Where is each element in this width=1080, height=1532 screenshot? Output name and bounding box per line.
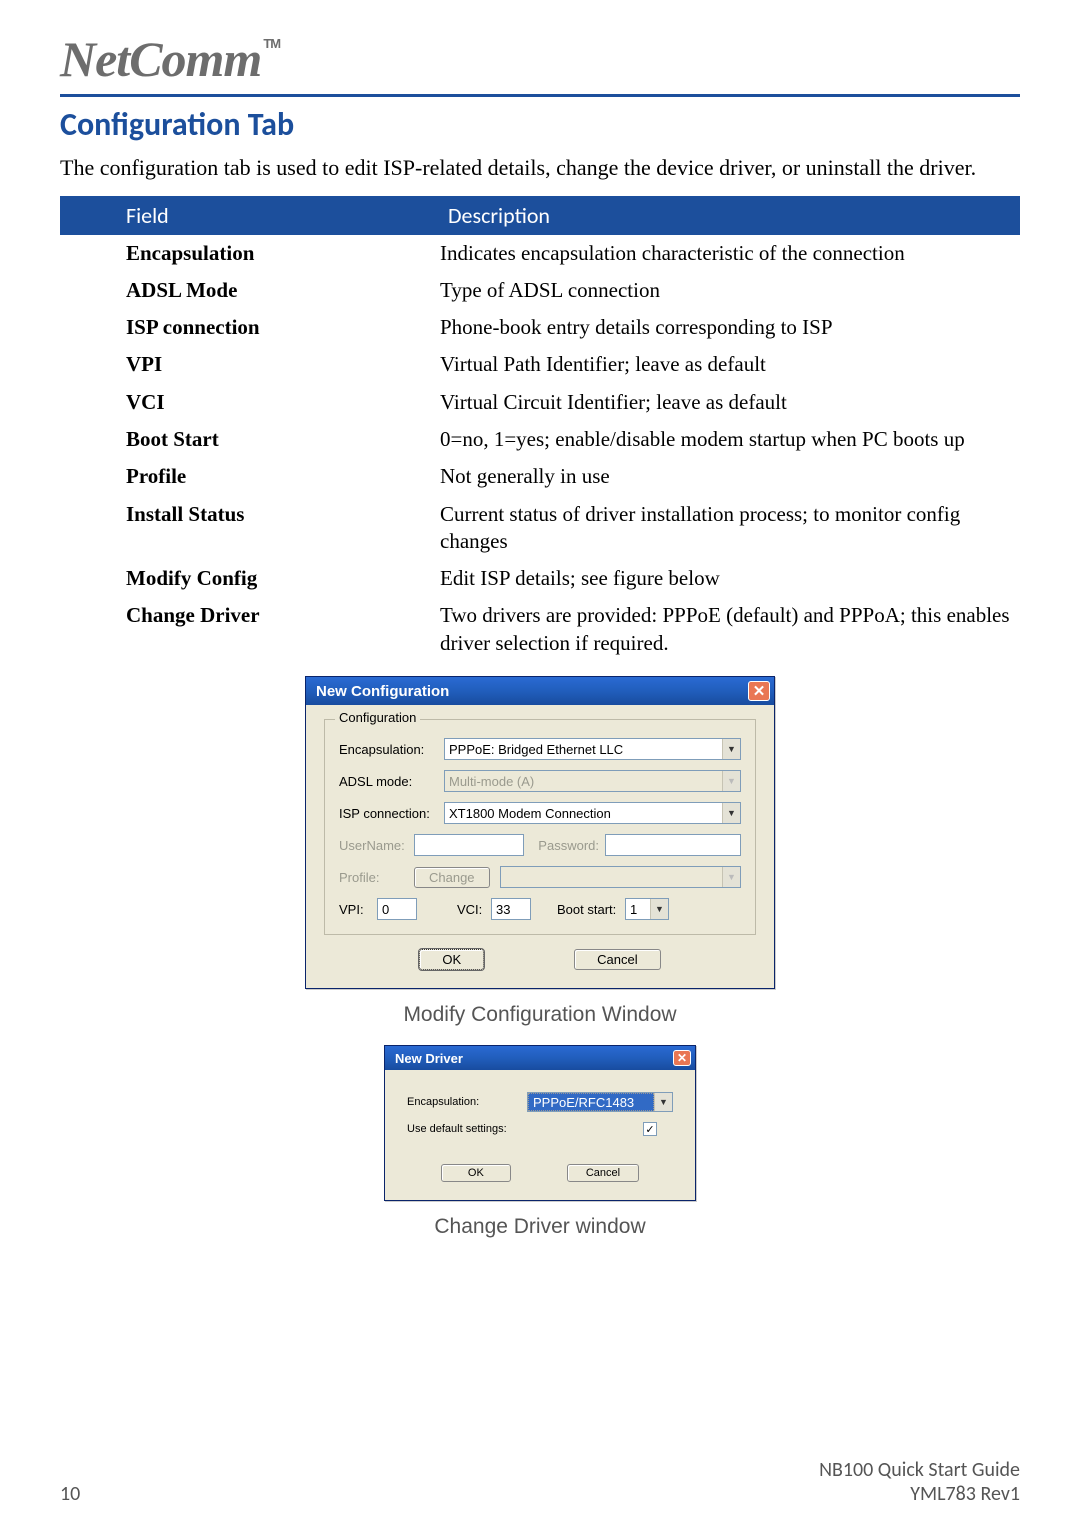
configuration-fieldset: Configuration Encapsulation: PPPoE: Brid… xyxy=(324,719,756,935)
field-name: VPI xyxy=(60,351,440,378)
encapsulation-label: Encapsulation: xyxy=(339,742,444,757)
ok-button[interactable]: OK xyxy=(419,949,484,970)
table-row: Modify ConfigEdit ISP details; see figur… xyxy=(60,560,1020,597)
close-button[interactable]: ✕ xyxy=(673,1050,691,1066)
dialog-title: New Driver xyxy=(395,1051,463,1066)
brand-tm: TM xyxy=(263,36,280,51)
boot-start-label: Boot start: xyxy=(557,902,625,917)
table-row: Change DriverTwo drivers are provided: P… xyxy=(60,597,1020,662)
dialog2-caption: Change Driver window xyxy=(60,1215,1020,1239)
field-desc: Two drivers are provided: PPPoE (default… xyxy=(440,602,1020,657)
field-desc: 0=no, 1=yes; enable/disable modem startu… xyxy=(440,426,1020,453)
encapsulation-value: PPPoE/RFC1483 xyxy=(528,1093,654,1111)
vpi-input[interactable]: 0 xyxy=(377,898,417,920)
brand-name: NetComm xyxy=(60,31,261,87)
vpi-label: VPI: xyxy=(339,902,377,917)
field-desc: Not generally in use xyxy=(440,463,1020,490)
isp-connection-value: XT1800 Modem Connection xyxy=(449,806,611,821)
chevron-down-icon: ▼ xyxy=(722,771,740,791)
table-row: EncapsulationIndicates encapsulation cha… xyxy=(60,235,1020,272)
field-desc: Indicates encapsulation characteristic o… xyxy=(440,240,1020,267)
encapsulation-label: Encapsulation: xyxy=(407,1096,527,1108)
section-title: Configuration Tab xyxy=(60,105,1020,144)
cancel-button[interactable]: Cancel xyxy=(574,949,660,970)
table-row: VPIVirtual Path Identifier; leave as def… xyxy=(60,346,1020,383)
field-desc: Edit ISP details; see figure below xyxy=(440,565,1020,592)
field-name: ISP connection xyxy=(60,314,440,341)
page-footer: 10 NB100 Quick Start Guide YML783 Rev1 xyxy=(60,1458,1020,1506)
footer-rev: YML783 Rev1 xyxy=(819,1482,1020,1506)
header-rule xyxy=(60,94,1020,97)
encapsulation-select[interactable]: PPPoE/RFC1483 ▼ xyxy=(527,1092,673,1112)
header-field: Field xyxy=(60,196,440,235)
page-number: 10 xyxy=(60,1482,80,1506)
table-row: ADSL ModeType of ADSL connection xyxy=(60,272,1020,309)
check-icon: ✓ xyxy=(645,1123,654,1136)
intro-text: The configuration tab is used to edit IS… xyxy=(60,154,1020,182)
profile-label: Profile: xyxy=(339,870,414,885)
field-name: VCI xyxy=(60,389,440,416)
isp-connection-label: ISP connection: xyxy=(339,806,444,821)
dialog1-caption: Modify Configuration Window xyxy=(60,1003,1020,1027)
field-desc: Phone-book entry details corresponding t… xyxy=(440,314,1020,341)
field-name: Profile xyxy=(60,463,440,490)
new-driver-dialog: New Driver ✕ Encapsulation: PPPoE/RFC148… xyxy=(384,1045,696,1201)
isp-connection-select[interactable]: XT1800 Modem Connection ▼ xyxy=(444,802,741,824)
close-icon: ✕ xyxy=(677,1051,687,1065)
chevron-down-icon: ▼ xyxy=(722,867,740,887)
field-name: ADSL Mode xyxy=(60,277,440,304)
ok-button[interactable]: OK xyxy=(441,1164,511,1182)
adsl-mode-select: Multi-mode (A) ▼ xyxy=(444,770,741,792)
table-row: ISP connectionPhone-book entry details c… xyxy=(60,309,1020,346)
chevron-down-icon: ▼ xyxy=(650,899,668,919)
close-button[interactable]: ✕ xyxy=(748,681,770,701)
table-row: Install StatusCurrent status of driver i… xyxy=(60,496,1020,561)
table-row: VCIVirtual Circuit Identifier; leave as … xyxy=(60,384,1020,421)
boot-start-select[interactable]: 1 ▼ xyxy=(625,898,669,920)
boot-start-value: 1 xyxy=(630,902,637,917)
field-desc: Type of ADSL connection xyxy=(440,277,1020,304)
chevron-down-icon: ▼ xyxy=(722,739,740,759)
encapsulation-select[interactable]: PPPoE: Bridged Ethernet LLC ▼ xyxy=(444,738,741,760)
field-desc: Virtual Circuit Identifier; leave as def… xyxy=(440,389,1020,416)
chevron-down-icon: ▼ xyxy=(654,1093,672,1111)
change-button: Change xyxy=(414,867,490,888)
password-input[interactable] xyxy=(605,834,741,856)
header-description: Description xyxy=(440,196,1020,235)
profile-select: ▼ xyxy=(500,866,741,888)
close-icon: ✕ xyxy=(753,682,766,700)
cancel-button[interactable]: Cancel xyxy=(567,1164,639,1182)
fieldset-legend: Configuration xyxy=(335,710,420,725)
brand-logo: NetCommTM xyxy=(60,30,278,88)
adsl-mode-value: Multi-mode (A) xyxy=(449,774,534,789)
field-description-table: Field Description EncapsulationIndicates… xyxy=(60,196,1020,663)
encapsulation-value: PPPoE: Bridged Ethernet LLC xyxy=(449,742,623,757)
table-row: ProfileNot generally in use xyxy=(60,458,1020,495)
username-label: UserName: xyxy=(339,838,414,853)
dialog-titlebar: New Configuration ✕ xyxy=(306,677,774,705)
field-name: Install Status xyxy=(60,501,440,556)
new-configuration-dialog: New Configuration ✕ Configuration Encaps… xyxy=(305,676,775,989)
dialog-title: New Configuration xyxy=(316,683,449,700)
field-name: Encapsulation xyxy=(60,240,440,267)
field-desc: Current status of driver installation pr… xyxy=(440,501,1020,556)
use-default-label: Use default settings: xyxy=(407,1123,643,1135)
use-default-checkbox[interactable]: ✓ xyxy=(643,1122,657,1136)
field-name: Change Driver xyxy=(60,602,440,657)
username-input[interactable] xyxy=(414,834,524,856)
field-desc: Virtual Path Identifier; leave as defaul… xyxy=(440,351,1020,378)
dialog-titlebar: New Driver ✕ xyxy=(385,1046,695,1070)
adsl-mode-label: ADSL mode: xyxy=(339,774,444,789)
footer-guide: NB100 Quick Start Guide xyxy=(819,1458,1020,1482)
table-header: Field Description xyxy=(60,196,1020,235)
table-row: Boot Start0=no, 1=yes; enable/disable mo… xyxy=(60,421,1020,458)
chevron-down-icon: ▼ xyxy=(722,803,740,823)
vci-input[interactable]: 33 xyxy=(491,898,531,920)
password-label: Password: xyxy=(524,838,599,853)
vci-label: VCI: xyxy=(457,902,491,917)
field-name: Boot Start xyxy=(60,426,440,453)
field-name: Modify Config xyxy=(60,565,440,592)
